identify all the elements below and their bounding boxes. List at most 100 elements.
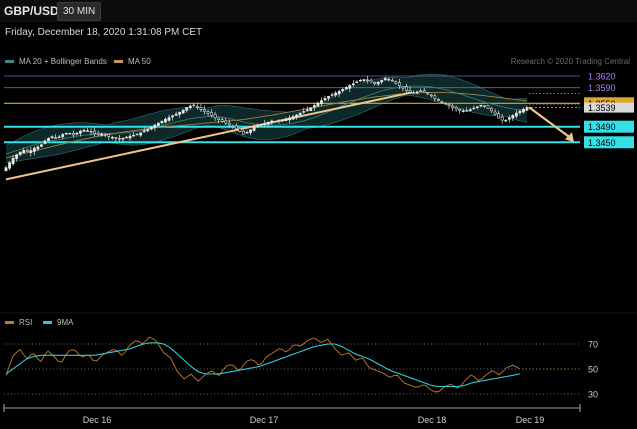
candle-body [291, 116, 295, 120]
candle-body [224, 120, 228, 124]
candle [135, 133, 139, 136]
candles [4, 75, 529, 172]
candle-body [89, 130, 93, 133]
candle-body [54, 137, 58, 139]
candle-body [359, 79, 362, 82]
candle-body [40, 144, 43, 147]
candle-body [93, 130, 97, 134]
candle-body [103, 134, 107, 136]
candle-body [217, 117, 221, 120]
candle [185, 107, 189, 113]
candle-body [61, 134, 65, 137]
candle-body [252, 127, 256, 131]
candle [132, 131, 135, 137]
candle-body [164, 118, 167, 123]
candle-body [461, 110, 465, 112]
candle [380, 79, 384, 85]
candle [468, 107, 472, 112]
candle-body [472, 107, 476, 110]
candle [217, 117, 221, 124]
candle [242, 129, 245, 135]
candle [40, 143, 43, 148]
candle [359, 78, 362, 83]
candle-body [330, 94, 334, 96]
candle [263, 119, 267, 127]
candle-body [302, 111, 306, 113]
candle-body [507, 117, 511, 120]
candle-body [490, 108, 493, 112]
candle-body [320, 100, 323, 105]
candle-body [284, 118, 288, 122]
candle [188, 104, 192, 110]
timeframe-button[interactable]: 30 MIN [57, 2, 102, 21]
level-tag-1.3490 [584, 120, 634, 133]
candle-body [110, 136, 114, 139]
candle [281, 119, 284, 123]
candle-body [18, 151, 22, 155]
candle-body [383, 78, 387, 81]
candle-body [398, 82, 401, 86]
candle-body [238, 128, 242, 132]
candle-body [323, 98, 327, 101]
candle-body [181, 109, 185, 114]
candle-body [57, 136, 61, 138]
candle [79, 129, 82, 137]
candle [366, 75, 369, 84]
candle-body [270, 120, 274, 124]
candle [405, 83, 408, 94]
candle [302, 107, 306, 114]
candle-body [79, 130, 82, 134]
candle [32, 146, 36, 156]
ma50-line [5, 91, 528, 159]
candle [61, 132, 65, 140]
candle-body [36, 146, 40, 150]
top-bar: GBP/USD 30 MIN [0, 0, 637, 22]
candle [351, 80, 355, 87]
candle-body [475, 106, 479, 108]
legend-swatch [5, 321, 14, 324]
candle [486, 104, 490, 109]
current-price-label: 1.3539 [588, 103, 616, 113]
candle-body [142, 130, 146, 133]
candle-body [128, 135, 132, 139]
candle-body [348, 85, 352, 89]
candle [451, 103, 454, 112]
candle-body [167, 117, 171, 121]
candle [125, 136, 128, 139]
candle [234, 123, 238, 130]
candle-body [96, 132, 100, 135]
candle-body [121, 137, 125, 140]
candle-body [4, 167, 8, 172]
candle [401, 86, 405, 92]
legend-label: MA 20 + Bollinger Bands [19, 57, 107, 66]
candle [369, 78, 373, 83]
candle [110, 135, 114, 140]
uptrend-line [5, 91, 413, 181]
candle-body [160, 120, 164, 124]
candle-body [266, 121, 270, 125]
candle [298, 112, 302, 118]
candle [334, 90, 338, 98]
candle [465, 107, 469, 112]
candle [146, 128, 150, 132]
candle [373, 81, 376, 86]
candle [320, 96, 323, 107]
x-axis: Dec 16 Dec 17 Dec 18 Dec 19 [3, 404, 581, 425]
candle [238, 127, 242, 133]
candle-body [259, 123, 263, 126]
trend-lines [5, 91, 574, 181]
candle-body [415, 91, 419, 94]
candle-body [298, 112, 302, 116]
candle-body [341, 89, 345, 92]
candle [422, 87, 426, 93]
candle [483, 105, 486, 109]
candle-body [295, 114, 299, 118]
candle-body [132, 134, 135, 137]
candle [472, 105, 476, 110]
x-tick-dec-19: Dec 19 [516, 415, 545, 425]
candle [139, 132, 143, 138]
candle-body [125, 136, 128, 139]
level-tag-1.3450 [584, 136, 634, 149]
candle-body [288, 117, 291, 121]
candle [118, 134, 121, 142]
